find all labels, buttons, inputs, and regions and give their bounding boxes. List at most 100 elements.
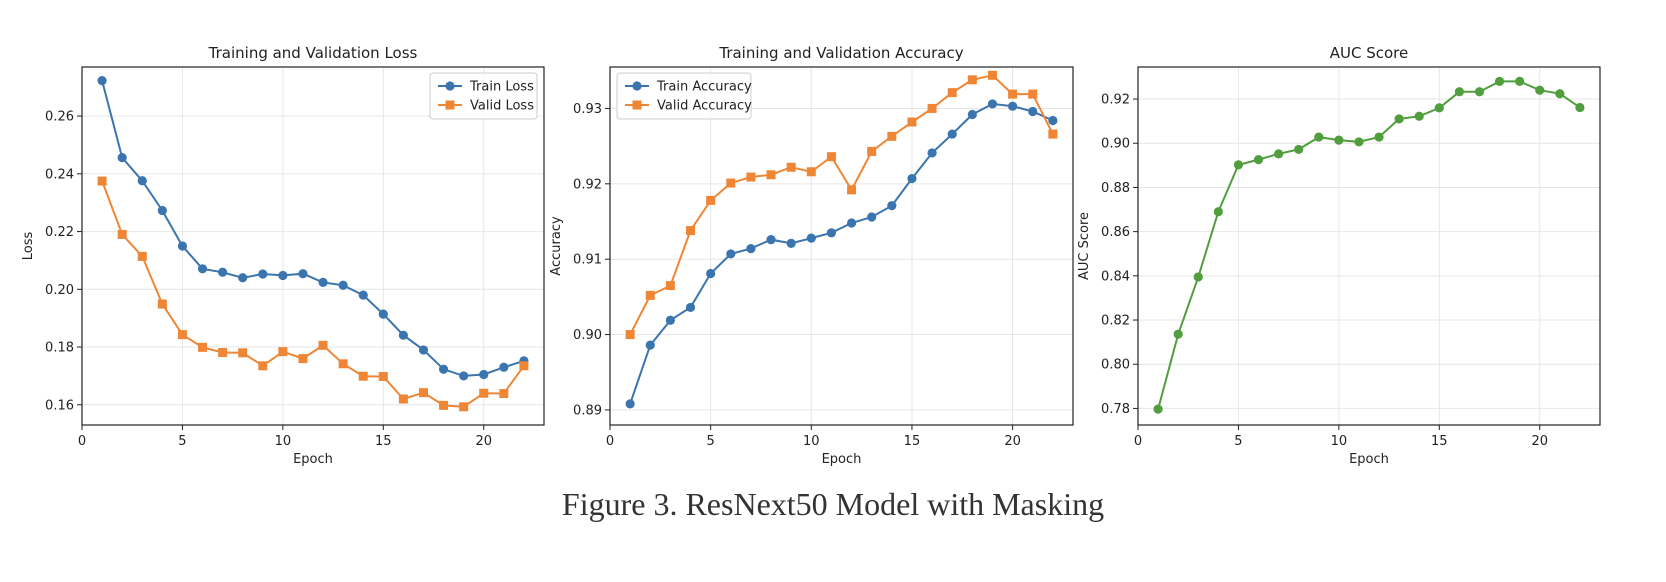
data-point: [137, 176, 147, 186]
x-tick-label: 15: [375, 434, 392, 449]
legend-marker: [445, 81, 455, 91]
series-line: [101, 80, 525, 377]
x-tick-label: 0: [606, 434, 614, 449]
data-point: [1555, 89, 1565, 99]
data-point: [1028, 106, 1038, 117]
data-point: [238, 273, 248, 283]
data-point: [726, 249, 736, 259]
chart-loss: 0 5 10 15 20 0.16 0.18 0.20 0.22 0.24 0.26 Training…: [21, 44, 545, 467]
data-point: [987, 70, 997, 80]
data-point: [438, 364, 449, 374]
data-point: [218, 348, 228, 358]
data-point: [1253, 154, 1264, 165]
data-point: [398, 330, 408, 340]
data-point: [479, 369, 489, 380]
figure-caption: Figure 3. ResNext50 Model with Masking: [561, 486, 1105, 522]
data-point: [117, 229, 127, 239]
data-point: [398, 394, 408, 404]
data-point: [806, 233, 816, 243]
data-point: [418, 345, 429, 355]
y-tick-label: 0.20: [45, 283, 74, 298]
x-axis-label: Epoch: [1349, 452, 1389, 467]
data-point: [1394, 114, 1404, 124]
data-point: [645, 290, 655, 300]
legend-marker: [632, 81, 642, 91]
data-point: [499, 389, 509, 399]
data-point: [887, 201, 897, 211]
data-point: [806, 167, 816, 177]
y-axis-label: Loss: [21, 232, 36, 261]
x-tick-label: 0: [78, 434, 86, 449]
legend-marker: [445, 100, 455, 110]
x-tick-label: 5: [1234, 434, 1242, 449]
legend-label: Valid Accuracy: [657, 99, 752, 114]
data-point: [947, 88, 957, 98]
data-point: [157, 205, 167, 216]
data-point: [378, 371, 388, 381]
legend-marker: [632, 100, 642, 110]
y-tick-label: 0.93: [573, 102, 602, 117]
data-point: [847, 185, 857, 195]
data-point: [318, 340, 328, 350]
data-point: [1354, 137, 1364, 147]
data-point: [218, 267, 228, 277]
series-accuracy-0: [625, 99, 1058, 409]
data-point: [358, 290, 368, 300]
data-point: [1474, 87, 1485, 97]
data-point: [157, 299, 167, 309]
data-point: [258, 269, 268, 279]
data-point: [927, 103, 937, 113]
data-point: [1314, 132, 1324, 142]
legend-box: [616, 72, 752, 120]
data-point: [625, 330, 635, 340]
data-point: [338, 280, 348, 290]
series-line: [1157, 80, 1581, 410]
data-point: [479, 388, 489, 398]
x-tick-label: 20: [1004, 434, 1021, 449]
data-point: [1374, 132, 1384, 142]
y-axis-label: Accuracy: [549, 216, 564, 276]
data-point: [1028, 89, 1038, 99]
data-point: [867, 212, 877, 222]
series-line: [629, 102, 1054, 405]
x-tick-label: 5: [178, 434, 186, 449]
x-tick-label: 10: [1331, 434, 1348, 449]
y-tick-label: 0.89: [573, 403, 602, 418]
data-point: [786, 162, 796, 172]
y-tick-label: 0.91: [573, 253, 602, 268]
x-tick-label: 20: [1531, 434, 1548, 449]
legend-label: Valid Loss: [470, 99, 534, 114]
y-tick-label: 0.88: [1101, 181, 1130, 196]
y-tick-label: 0.16: [45, 398, 74, 413]
x-tick-label: 0: [1134, 434, 1142, 449]
data-point: [1173, 329, 1183, 339]
plot-frame: [1137, 66, 1601, 426]
data-point: [685, 302, 696, 313]
data-point: [459, 402, 469, 412]
y-tick-label: 0.84: [1101, 269, 1130, 284]
data-point: [625, 399, 635, 409]
data-point: [197, 264, 208, 274]
data-point: [459, 371, 469, 381]
data-point: [278, 347, 288, 357]
data-point: [439, 400, 449, 410]
data-point: [358, 371, 368, 381]
data-point: [1048, 115, 1058, 126]
data-point: [927, 148, 937, 158]
data-point: [338, 359, 348, 369]
chart-title: Training and Validation Loss: [208, 44, 418, 62]
data-point: [97, 75, 107, 86]
data-point: [1294, 144, 1304, 155]
x-axis-label: Epoch: [293, 452, 333, 467]
chart-accuracy: 0 5 10 15 20 0.89 0.90 0.91 0.92 0.93 Training and…: [549, 44, 1074, 467]
data-point: [1434, 103, 1444, 113]
x-axis-label: Epoch: [822, 452, 862, 467]
data-point: [1515, 76, 1525, 86]
data-point: [846, 218, 857, 228]
data-point: [665, 281, 675, 291]
data-point: [1494, 76, 1505, 86]
data-point: [967, 109, 977, 120]
legend-box: [429, 72, 538, 120]
x-tick-label: 5: [707, 434, 715, 449]
data-point: [1048, 129, 1058, 139]
